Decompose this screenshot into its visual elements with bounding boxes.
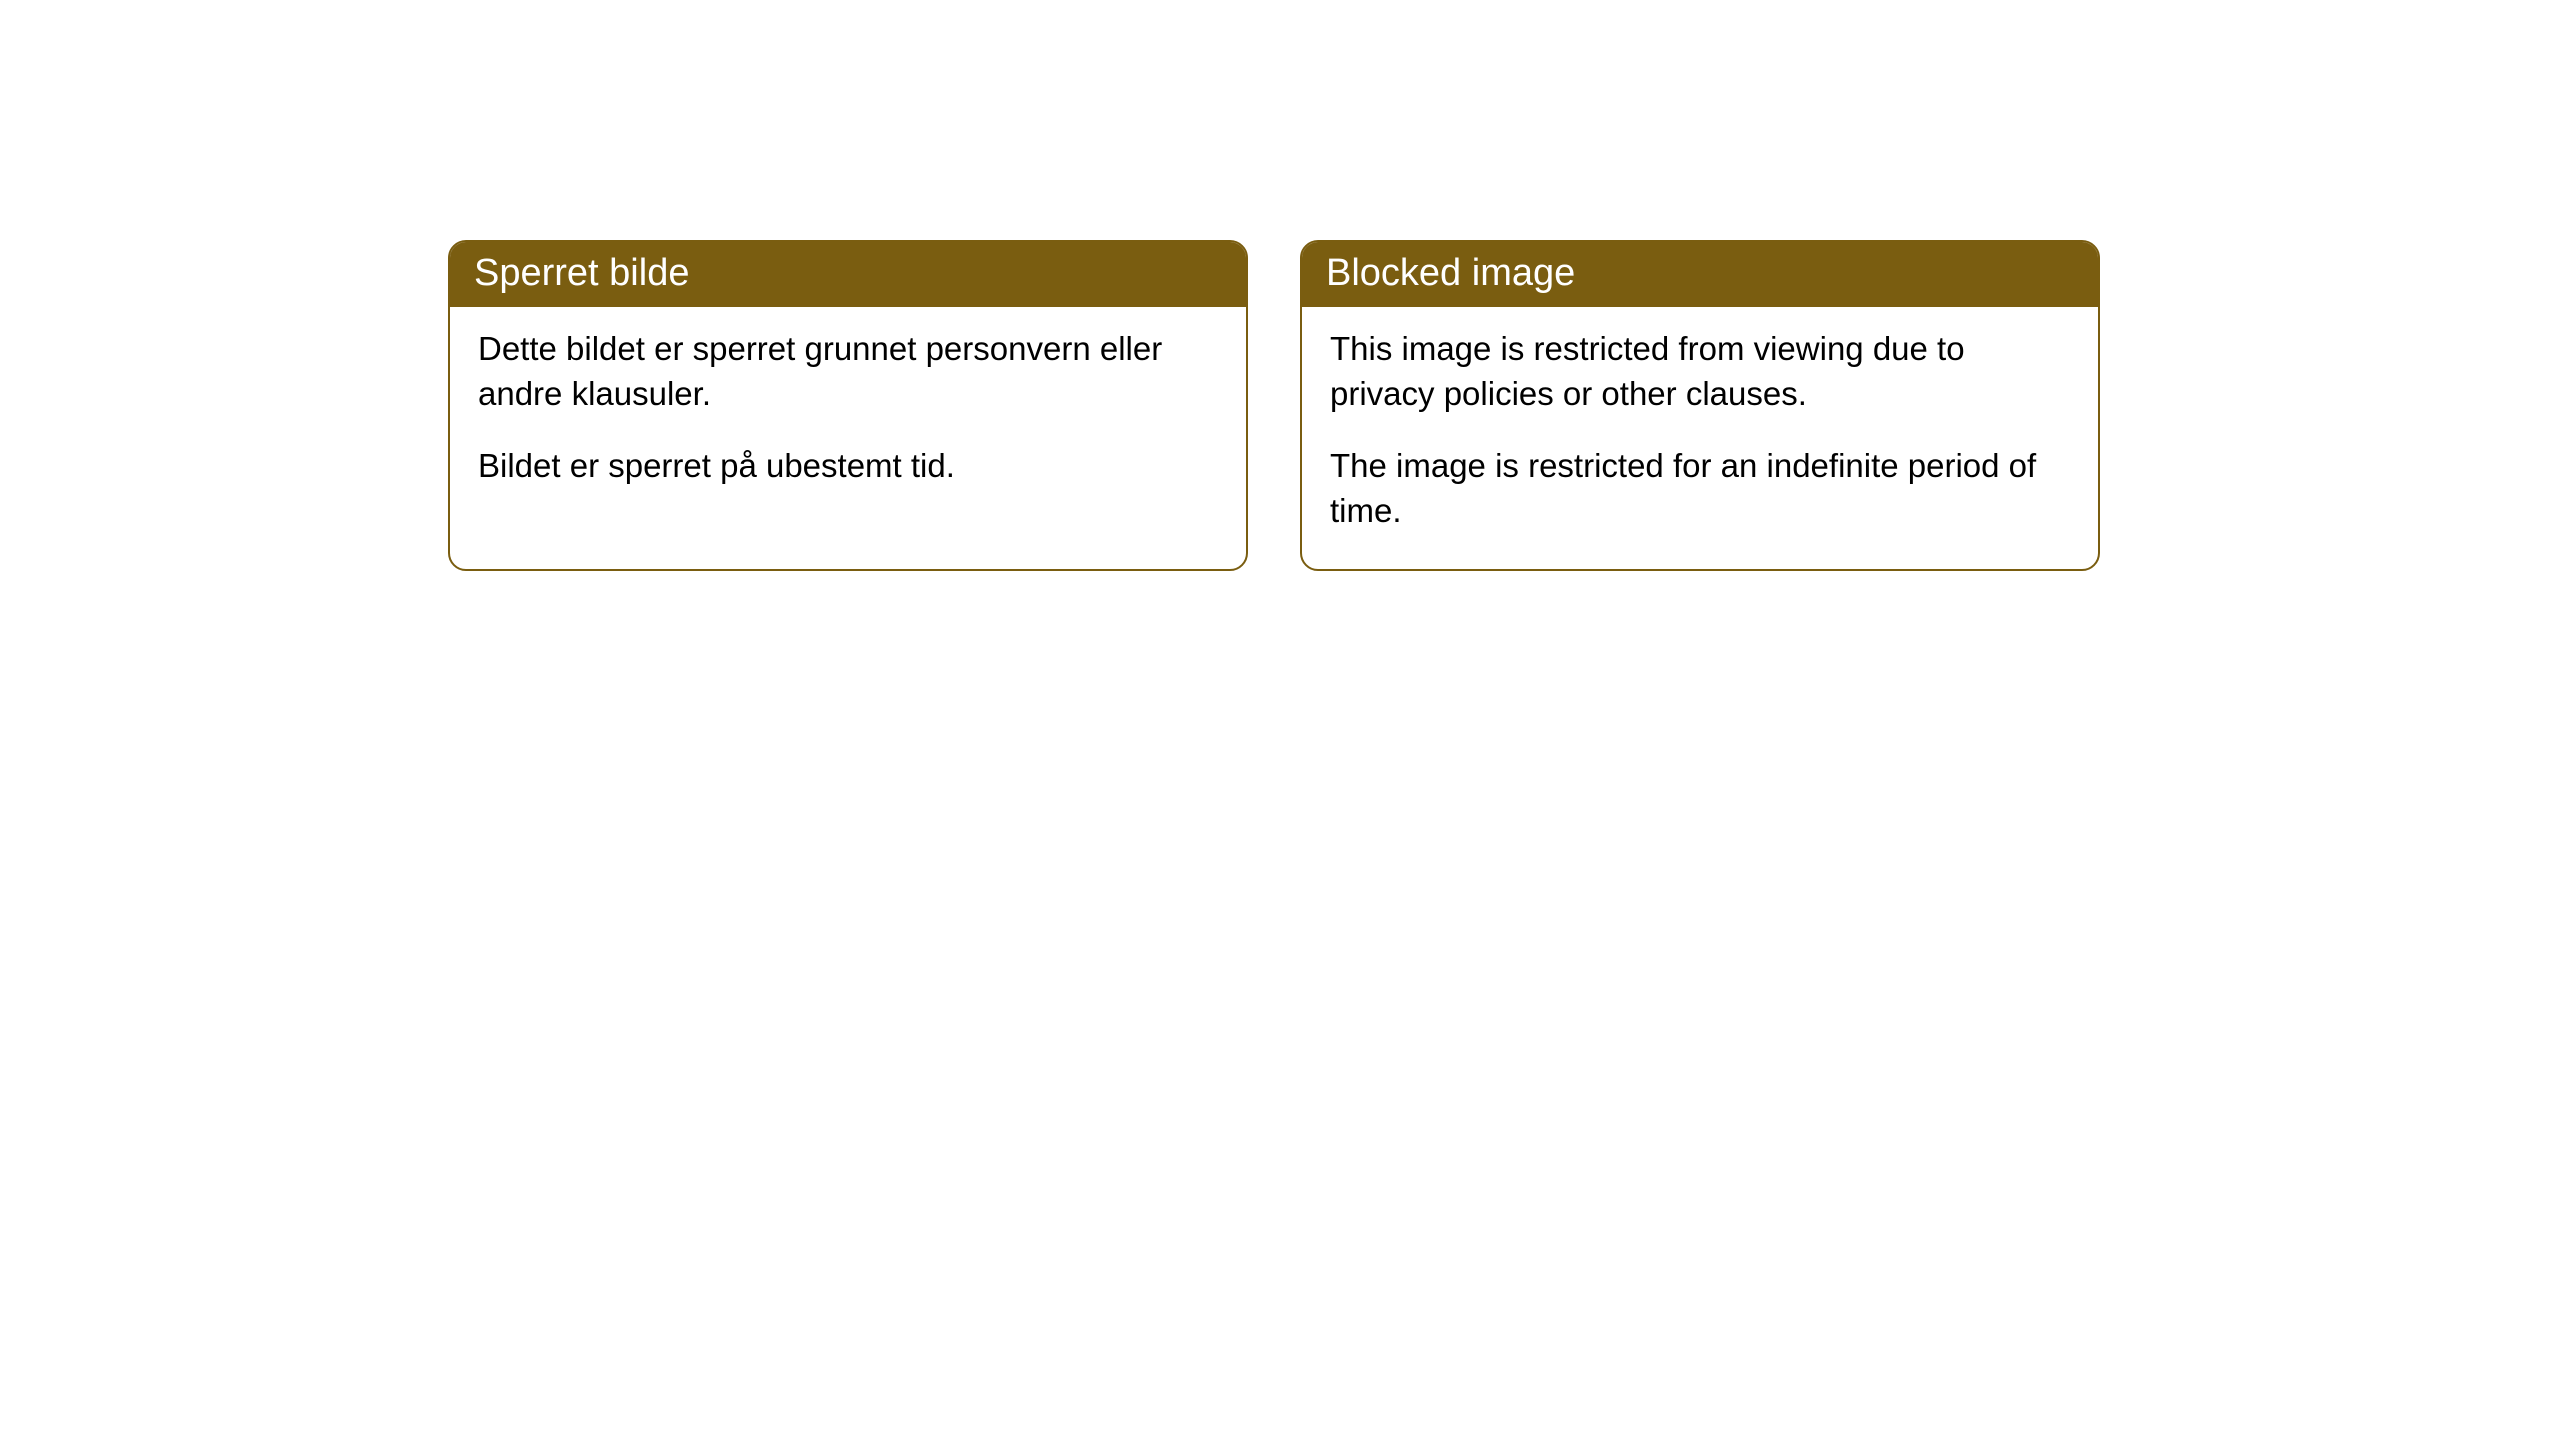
cards-container: Sperret bilde Dette bildet er sperret gr… [0, 0, 2560, 571]
card-paragraph: The image is restricted for an indefinit… [1330, 444, 2070, 533]
card-paragraph: Bildet er sperret på ubestemt tid. [478, 444, 1218, 489]
blocked-image-card-en: Blocked image This image is restricted f… [1300, 240, 2100, 571]
card-body: Dette bildet er sperret grunnet personve… [450, 307, 1246, 525]
card-header: Blocked image [1302, 242, 2098, 307]
card-header: Sperret bilde [450, 242, 1246, 307]
card-paragraph: Dette bildet er sperret grunnet personve… [478, 327, 1218, 416]
card-body: This image is restricted from viewing du… [1302, 307, 2098, 569]
blocked-image-card-no: Sperret bilde Dette bildet er sperret gr… [448, 240, 1248, 571]
card-paragraph: This image is restricted from viewing du… [1330, 327, 2070, 416]
